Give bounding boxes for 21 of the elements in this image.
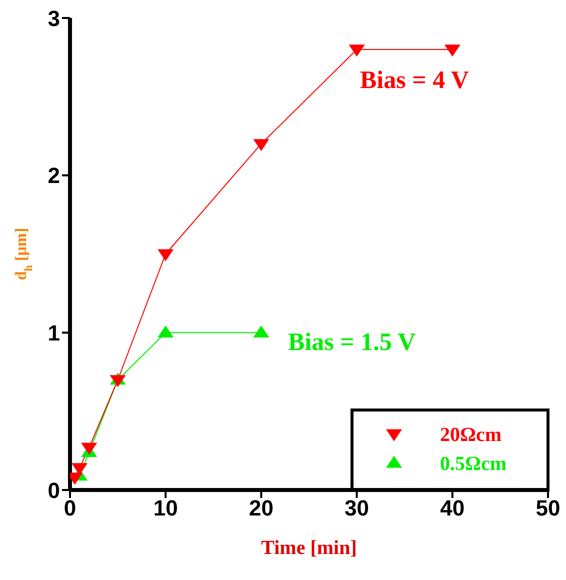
x-tick-label: 20 bbox=[248, 496, 274, 521]
point bbox=[81, 442, 98, 455]
legend-label: 20Ωcm bbox=[440, 424, 502, 446]
x-tick-label: 30 bbox=[344, 496, 370, 521]
point bbox=[110, 375, 126, 388]
annotation: Bias = 1.5 V bbox=[288, 329, 416, 356]
x-axis-title: Time [min] bbox=[261, 537, 357, 559]
x-tick-label: 40 bbox=[440, 496, 465, 521]
point bbox=[253, 139, 270, 152]
x-tick-label: 0 bbox=[64, 496, 76, 521]
annotation: Bias = 4 V bbox=[360, 67, 469, 94]
point bbox=[348, 44, 365, 57]
point bbox=[158, 249, 174, 262]
y-tick-label: 1 bbox=[48, 320, 60, 346]
point bbox=[444, 44, 460, 57]
y-tick-label: 2 bbox=[48, 163, 60, 188]
y-tick-label: 0 bbox=[48, 478, 60, 503]
y-tick-label: 3 bbox=[48, 6, 60, 31]
x-tick-label: 10 bbox=[153, 496, 178, 521]
x-tick-label: 50 bbox=[536, 496, 560, 521]
legend-label: 0.5Ωcm bbox=[440, 453, 507, 475]
